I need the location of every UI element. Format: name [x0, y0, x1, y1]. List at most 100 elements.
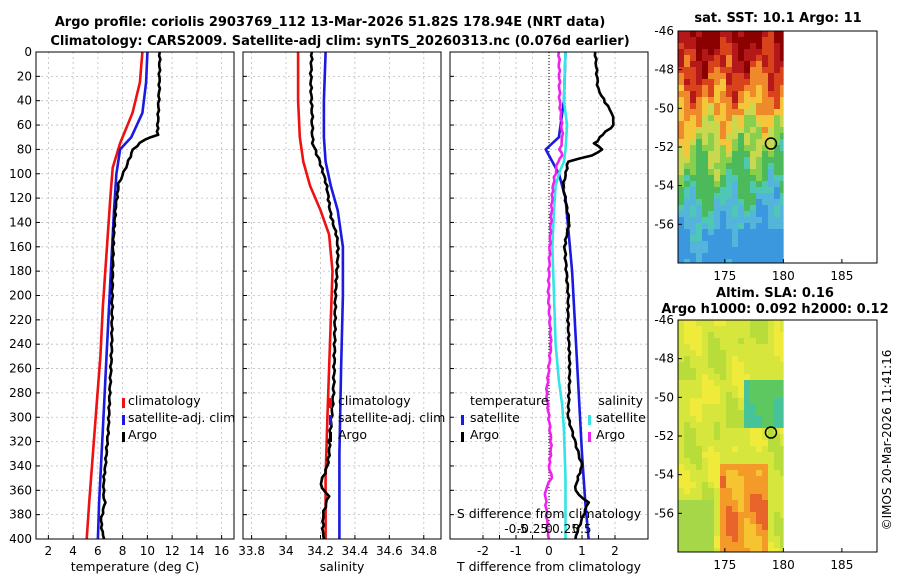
sst-map-cell-562 — [702, 217, 709, 224]
sla-map-cell-495 — [732, 482, 739, 489]
sla-map-cell-650 — [690, 536, 697, 543]
sst-map-cell-494 — [726, 193, 733, 200]
sst-map-cell-244 — [738, 109, 745, 116]
sla-map-cell-574 — [774, 506, 781, 513]
sla-map-cell-458 — [726, 470, 733, 477]
sla-map-cell-67 — [756, 338, 763, 345]
sla-map-cell-35 — [780, 326, 784, 333]
sla-map-cell-471 — [696, 476, 703, 483]
sst-map-cell-612 — [678, 235, 685, 242]
sst-map-cell-134 — [726, 73, 733, 80]
sst-map-cell-240 — [714, 109, 721, 116]
sla-map-cell-472 — [702, 476, 709, 483]
sst-map-cell-11 — [744, 31, 751, 38]
sla-map-cell-488 — [690, 482, 697, 489]
sst-map-cell-103 — [756, 61, 763, 68]
sla-map-cell-445 — [756, 464, 763, 471]
sla-map-cell-608 — [762, 518, 769, 525]
sst-map-cell-311 — [708, 133, 715, 140]
sla-map-cell-5 — [708, 320, 715, 327]
sla-map-cell-119 — [744, 356, 751, 363]
sla-map-cell-596 — [690, 518, 697, 525]
sst-map-cell-582 — [714, 223, 721, 230]
sla-map-cell-600 — [714, 518, 721, 525]
sla-map-cell-630 — [678, 530, 685, 537]
sla-map-cell-380 — [690, 446, 697, 453]
sst-map-cell-336 — [750, 139, 757, 146]
sla-map-cell-175 — [756, 374, 763, 381]
sst-map-cell-204 — [714, 97, 721, 104]
sla-map-cell-517 — [756, 488, 763, 495]
depth-tick-label-200: 200 — [9, 289, 32, 303]
sst-map-cell-161 — [780, 79, 784, 86]
sla-map-cell-78 — [714, 344, 721, 351]
sla-map-cell-371 — [744, 440, 751, 447]
sst-map-cell-592 — [774, 223, 781, 230]
sla-map-cell-0 — [678, 320, 685, 327]
sst-map-cell-251 — [780, 109, 784, 116]
sst-map-cell-276 — [714, 121, 721, 128]
sla-map-cell-236 — [690, 398, 697, 405]
sla-map-cell-93 — [696, 350, 703, 357]
sla-map-cell-674 — [726, 542, 733, 549]
sla-map-cell-437 — [708, 464, 715, 471]
sst-map-cell-438 — [714, 175, 721, 182]
sla-map-cell-312 — [714, 422, 721, 429]
sla-map-cell-273 — [696, 410, 703, 417]
sla-map-cell-6 — [714, 320, 721, 327]
sla-map-cell-469 — [684, 476, 691, 483]
sla-map-cell-375 — [768, 440, 775, 447]
sla-map-cell-644 — [762, 530, 769, 537]
difference-series-temperature-argo — [561, 51, 615, 540]
difference-panel: -2 -1 0 1 2-0.5-0.250 0.250.5 — [450, 51, 648, 558]
sst-map-cell-422 — [726, 169, 733, 176]
sla-map-cell-149 — [708, 368, 715, 375]
sst-map-cell-416 — [690, 169, 697, 176]
sst-map-cell-30 — [750, 37, 757, 44]
sla-map-cell-692 — [726, 548, 733, 553]
sst-map-cell-255 — [696, 115, 703, 122]
sst-map-cell-417 — [696, 169, 703, 176]
sst-map-cell-238 — [702, 109, 709, 116]
sla-map-cell-21 — [696, 326, 703, 333]
sst-map-cell-368 — [726, 151, 733, 158]
difference-xtick-label-1: -1 — [510, 544, 522, 558]
sst-map-cell-92 — [690, 61, 697, 68]
sla-map-cell-696 — [750, 548, 757, 553]
sst-map-cell-486 — [678, 193, 685, 200]
sst-map-cell-341 — [780, 139, 784, 146]
sla-map-cell-84 — [750, 344, 757, 351]
sla-map-cell-199 — [684, 386, 691, 393]
sst-map-cell-690 — [714, 259, 721, 264]
sst-map-cell-351 — [732, 145, 739, 152]
sla-map-cell-352 — [738, 434, 745, 441]
sla-map-cell-279 — [732, 410, 739, 417]
sst-map-cell-618 — [714, 235, 721, 242]
sla-map-cell-601 — [720, 518, 727, 525]
sla-map-cell-415 — [684, 458, 691, 465]
sla-map-cell-538 — [774, 494, 781, 501]
sst-map-cell-13 — [756, 31, 763, 38]
sst-map-cell-290 — [690, 127, 697, 134]
sst-map-cell-449 — [780, 175, 784, 182]
difference-xtick-label-2: -2 — [477, 544, 489, 558]
sst-map-cell-208 — [738, 97, 745, 104]
sla-map-cell-264 — [750, 404, 757, 411]
sla-map-cell-25 — [720, 326, 727, 333]
sla-map-cell-296 — [726, 416, 733, 423]
sla-map-cell-436 — [702, 464, 709, 471]
sst-map-cell-625 — [756, 235, 763, 242]
sla-map-cell-368 — [726, 440, 733, 447]
sla-map-cell-440 — [726, 464, 733, 471]
sla-map-cell-186 — [714, 380, 721, 387]
sst-map-cell-506 — [690, 199, 697, 206]
sst-map-cell-309 — [696, 133, 703, 140]
sst-map-cell-246 — [750, 109, 757, 116]
sst-map-cell-488 — [690, 193, 697, 200]
sla-map-cell-675 — [732, 542, 739, 549]
sst-map-cell-445 — [756, 175, 763, 182]
sla-map-cell-699 — [768, 548, 775, 553]
sla-map-cell-453 — [696, 470, 703, 477]
sla-map-cell-208 — [738, 386, 745, 393]
sla-map-cell-227 — [744, 392, 751, 399]
